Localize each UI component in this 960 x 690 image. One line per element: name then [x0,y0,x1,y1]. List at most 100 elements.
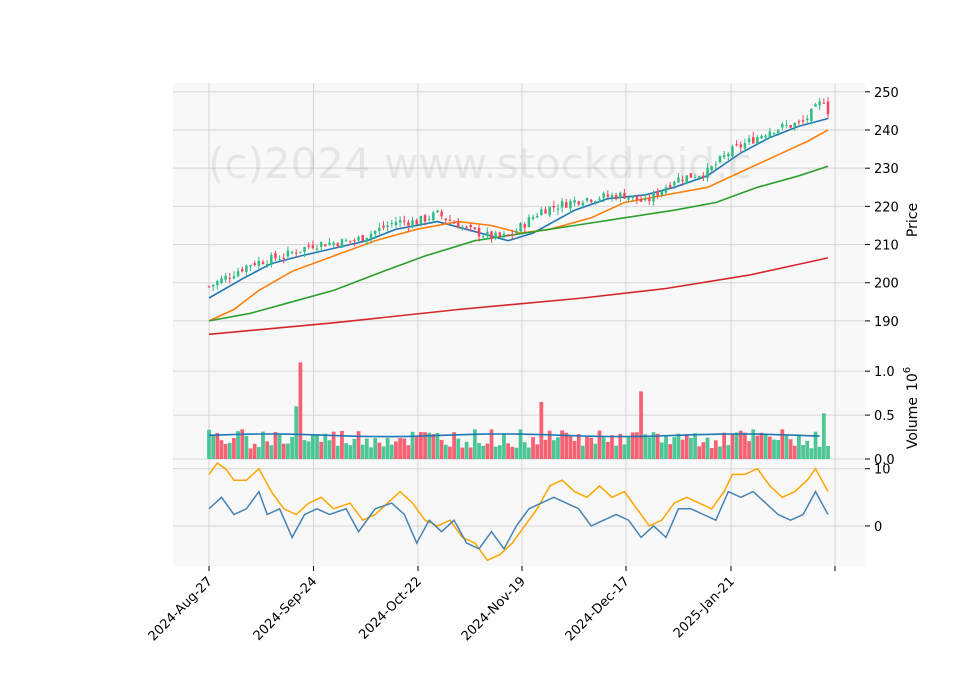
candle-body [673,182,676,186]
oscillator-slow-line [208,461,829,562]
volume-bar [809,448,814,459]
volume-bar [572,440,577,459]
volume-bar [419,432,423,459]
volume-bar [215,433,220,459]
candle-body [490,231,493,239]
candle-body [294,252,298,254]
candle-body [743,143,747,149]
candle-body [481,236,485,238]
volume-bar [630,432,635,459]
volume-bar [389,444,394,459]
volume-bar [659,442,664,459]
volume-bar [726,445,731,459]
volume-bar [265,441,270,459]
candle-body [419,215,423,225]
volume-bar [348,445,353,459]
candle-body [261,262,265,265]
volume-bar [763,434,768,459]
volume-bar [373,438,378,459]
volume-bar [240,429,245,459]
volume-bar [452,432,456,459]
volume-bar [402,438,407,459]
candle-body [531,217,535,219]
candle-body [353,240,356,242]
volume-bar [431,434,436,459]
candle-body [693,177,697,179]
price-tick-label: 240 [874,124,899,139]
candle-body [270,254,273,265]
oscillator-axis: 0 10 [865,463,891,535]
candle-body [639,199,643,202]
candle-body [614,195,618,200]
candle-body [249,264,252,267]
volume-bar [730,434,735,459]
volume-tick-label: 1.0 [874,365,895,380]
candle-body [457,222,460,229]
candle-body [224,275,227,280]
candle-body [822,102,826,104]
candle-body [423,215,427,222]
candle-body [606,194,610,197]
candle-body [660,190,664,196]
candle-body [386,225,389,227]
candle-body [818,101,821,106]
volume-bar [697,446,702,459]
candle-body [265,263,269,265]
volume-bar [693,433,697,459]
volume-bar [709,448,714,459]
volume-bar [751,429,756,459]
candle-body [278,259,281,261]
candle-body [772,132,776,134]
candle-body [290,252,294,254]
candle-body [560,201,564,208]
volume-bar [689,437,693,459]
volume-tick-label: 0.0 [874,453,895,468]
volume-bar [448,446,452,459]
volume-tick-label: 0.5 [874,409,895,424]
volume-bar [414,436,419,459]
candle-body [207,286,211,288]
volume-bar [734,432,739,459]
volume-bar [356,431,361,459]
candle-body [415,220,418,225]
volume-bar [664,436,668,459]
candle-body [257,260,261,266]
moving-averages [208,117,829,336]
candle-body [797,121,801,123]
candle-body [286,250,290,257]
volume-bar [489,429,494,459]
oscillator-tick-label: 10 [874,463,891,478]
volume-bar [539,401,544,459]
volume-bar [622,444,627,459]
candle-body [236,271,240,277]
candle-body [315,248,319,250]
volume-bar [568,434,573,459]
volume-bar [759,432,764,459]
volume-axis-label: Volume106 [902,367,921,449]
volume-bar [531,437,535,459]
candle-body [232,276,236,279]
candle-body [789,125,792,128]
candle-body [253,263,256,266]
volume-bar [261,431,265,459]
candle-body [494,232,497,239]
candle-body [407,222,410,226]
candle-body [552,206,556,208]
candle-body [211,284,215,287]
candle-body [411,220,414,228]
oscillator-tick-label: 0 [874,520,882,535]
volume-bar [227,442,232,459]
volume-bar [252,443,257,459]
volume-bar [585,436,589,459]
volume-bar [747,441,751,459]
candle-body [631,195,634,199]
volume-bar [510,446,515,459]
candle-body [573,200,576,203]
date-tick-label: 2024-Nov-19 [459,574,529,644]
volume-bar [485,443,490,459]
volume-bar [801,445,805,459]
candle-body [432,212,435,221]
oscillator-panel [173,459,865,566]
volume-bar [626,437,631,459]
